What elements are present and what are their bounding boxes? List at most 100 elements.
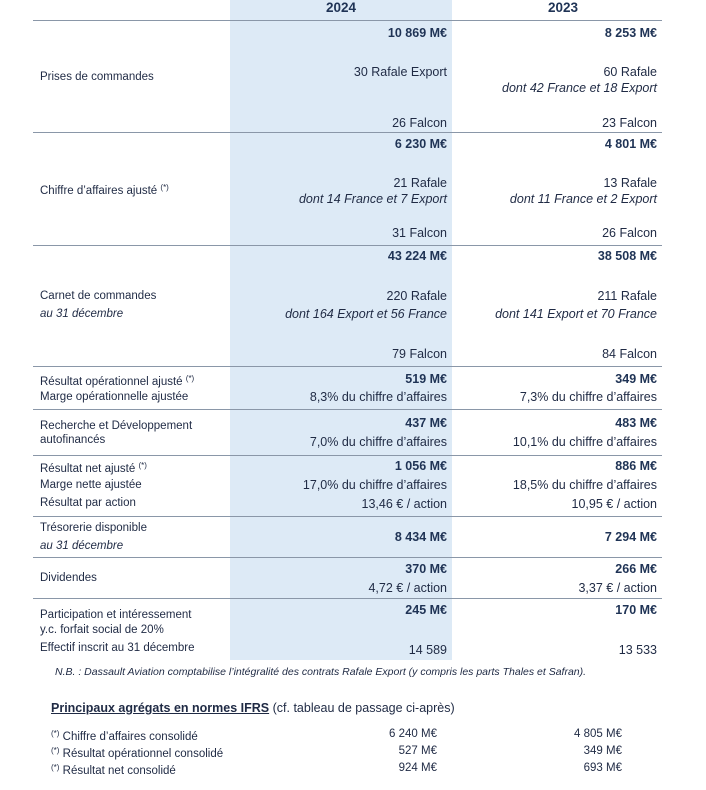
- text: 6 240 M€: [389, 728, 437, 740]
- row-divider: [33, 20, 662, 21]
- text: Résultat net ajusté: [40, 463, 136, 475]
- row-label: Participation et intéressement: [40, 609, 192, 621]
- row-divider: [33, 245, 662, 246]
- row-label: Résultat net ajusté (*): [40, 458, 147, 477]
- cell-value: 6 230 M€: [394, 137, 447, 151]
- row-label: autofinancés: [40, 434, 106, 446]
- cell-value: 211 Rafale: [597, 289, 657, 303]
- cell-value: 13 Rafale: [603, 176, 657, 190]
- text: (*) Résultat net consolidé: [51, 760, 176, 779]
- cell-value: 10 869 M€: [387, 26, 447, 40]
- cell-value: 8 253 M€: [604, 26, 657, 40]
- row-label: y.c. forfait social de 20%: [40, 624, 164, 636]
- cell-value: 13 533: [618, 643, 657, 657]
- cell-value: 4 801 M€: [604, 137, 657, 151]
- row-label: au 31 décembre: [40, 308, 124, 320]
- cell-value: 18,5% du chiffre d’affaires: [512, 478, 657, 492]
- row-label: Carnet de commandes: [40, 290, 157, 302]
- cell-value: 245 M€: [405, 603, 447, 617]
- cell-value: dont 14 France et 7 Export: [298, 192, 447, 206]
- cell-value: 7,3% du chiffre d’affaires: [519, 390, 657, 404]
- cell-value: 519 M€: [405, 372, 447, 386]
- row-label: Effectif inscrit au 31 décembre: [40, 642, 195, 654]
- row-label: Dividendes: [40, 572, 97, 584]
- cell-value: 84 Falcon: [602, 347, 657, 361]
- row-label: Chiffre d’affaires ajusté (*): [40, 180, 169, 199]
- row-divider: [33, 557, 662, 558]
- cell-value: 437 M€: [405, 416, 447, 430]
- text: (*) Chiffre d’affaires consolidé: [51, 726, 198, 745]
- row-divider: [33, 516, 662, 517]
- text: 4 805 M€: [574, 728, 622, 740]
- cell-value: 3,37 € / action: [578, 581, 657, 595]
- text: 349 M€: [583, 745, 622, 757]
- cell-value: 26 Falcon: [602, 226, 657, 240]
- cell-value: 17,0% du chiffre d’affaires: [302, 478, 447, 492]
- row-label: Trésorerie disponible: [40, 522, 147, 534]
- cell-value: 370 M€: [405, 562, 447, 576]
- row-label: Marge nette ajustée: [40, 479, 142, 491]
- cell-value: 10,1% du chiffre d’affaires: [512, 435, 657, 449]
- text: 527 M€: [398, 745, 437, 757]
- cell-value: 266 M€: [615, 562, 657, 576]
- text: N.B. : Dassault Aviation comptabilise l’…: [55, 666, 587, 678]
- cell-value: 26 Falcon: [392, 116, 447, 130]
- cell-value: dont 141 Export et 70 France: [495, 307, 657, 321]
- cell-value: dont 42 France et 18 Export: [502, 81, 657, 95]
- cell-value: 10,95 € / action: [571, 497, 657, 511]
- note-marker: (*): [138, 461, 147, 470]
- cell-value: 170 M€: [615, 603, 657, 617]
- cell-value: 8,3% du chiffre d’affaires: [309, 390, 447, 404]
- cell-value: 14 589: [408, 643, 447, 657]
- text: 924 M€: [398, 762, 437, 774]
- row-divider: [33, 455, 662, 456]
- cell-value: 31 Falcon: [392, 226, 447, 240]
- cell-value: 23 Falcon: [602, 116, 657, 130]
- cell-value: 21 Rafale: [393, 176, 447, 190]
- text: Résultat net consolidé: [62, 765, 176, 777]
- cell-value: 220 Rafale: [386, 289, 447, 303]
- row-label: Marge opérationnelle ajustée: [40, 391, 189, 403]
- cell-value: 43 224 M€: [387, 249, 447, 263]
- row-label: Résultat par action: [40, 497, 136, 509]
- row-divider: [33, 132, 662, 133]
- text: Chiffre d’affaires ajusté: [40, 185, 158, 197]
- cell-value: 38 508 M€: [597, 249, 657, 263]
- text: Principaux agrégats en normes IFRS: [51, 701, 270, 715]
- cell-value: 4,72 € / action: [368, 581, 447, 595]
- text: 693 M€: [583, 762, 622, 774]
- note-marker: (*): [185, 374, 195, 383]
- cell-value: 8 434 M€: [394, 530, 447, 544]
- cell-value: 886 M€: [615, 459, 657, 473]
- text: Résultat opérationnel ajusté: [40, 376, 183, 388]
- text: Principaux agrégats en normes IFRS (cf. …: [51, 700, 455, 716]
- column-header: 2024: [325, 0, 357, 15]
- cell-value: dont 11 France et 2 Export: [509, 192, 657, 206]
- cell-value: 60 Rafale: [603, 65, 657, 79]
- note-marker: (*): [51, 763, 60, 772]
- cell-value: 1 056 M€: [394, 459, 447, 473]
- highlight-column: [230, 0, 452, 660]
- cell-value: 79 Falcon: [392, 347, 447, 361]
- row-divider: [33, 366, 662, 367]
- row-label: Prises de commandes: [40, 71, 154, 83]
- cell-value: 7 294 M€: [604, 530, 657, 544]
- row-label: Résultat opérationnel ajusté (*): [40, 371, 194, 390]
- row-label: au 31 décembre: [40, 540, 124, 552]
- column-header: 2023: [547, 0, 579, 15]
- note-marker: (*): [51, 729, 60, 738]
- cell-value: 7,0% du chiffre d’affaires: [309, 435, 447, 449]
- text: Chiffre d’affaires consolidé: [62, 731, 198, 743]
- cell-value: 483 M€: [615, 416, 657, 430]
- row-divider: [33, 409, 662, 410]
- cell-value: 30 Rafale Export: [353, 65, 447, 79]
- note-marker: (*): [51, 746, 60, 755]
- text: Résultat opérationnel consolidé: [62, 748, 224, 760]
- row-divider: [33, 598, 662, 599]
- cell-value: 349 M€: [615, 372, 657, 386]
- note-marker: (*): [160, 183, 169, 192]
- text: (*) Résultat opérationnel consolidé: [51, 743, 223, 762]
